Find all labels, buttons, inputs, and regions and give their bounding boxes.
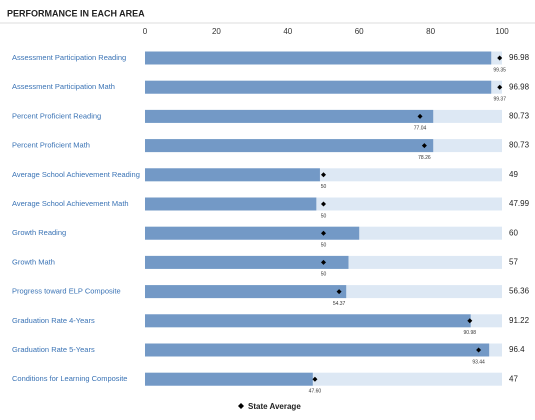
category-label: Assessment Participation Reading [12, 53, 126, 62]
bar [145, 314, 471, 328]
x-tick-label: 60 [355, 27, 364, 36]
category-label: Growth Reading [12, 228, 66, 237]
state-average-marker [321, 259, 326, 265]
category-label: Conditions for Learning Composite [12, 374, 127, 383]
legend-marker [238, 403, 244, 409]
value-label: 60 [509, 228, 518, 237]
legend-label: State Average [248, 402, 301, 411]
state-average-label: 47.60 [309, 389, 322, 395]
bar [145, 139, 434, 153]
bar [145, 372, 313, 386]
bar [145, 226, 360, 240]
category-label: Progress toward ELP Composite [12, 287, 121, 296]
state-average-marker [336, 289, 342, 295]
value-label: 80.73 [509, 112, 530, 121]
state-average-label: 99.37 [493, 97, 506, 103]
category-label: Percent Proficient Math [12, 141, 90, 150]
state-average-label: 50 [321, 184, 327, 190]
category-label: Graduation Rate 5-Years [12, 345, 95, 354]
x-tick-label: 100 [495, 27, 509, 36]
bar [145, 285, 347, 299]
state-average-label: 50 [321, 243, 327, 249]
category-label: Average School Achievement Reading [12, 170, 140, 179]
state-average-marker [417, 113, 423, 119]
state-average-label: 93.44 [472, 359, 485, 365]
bar [145, 197, 317, 211]
bar [145, 255, 349, 269]
state-average-label: 90.98 [464, 330, 477, 336]
category-label: Graduation Rate 4-Years [12, 316, 95, 325]
state-average-marker [476, 347, 482, 353]
state-average-label: 54.37 [333, 301, 346, 307]
value-label: 96.98 [509, 53, 530, 62]
state-average-label: 99.35 [493, 67, 506, 73]
state-average-marker [421, 143, 427, 149]
value-label: 96.98 [509, 82, 530, 91]
x-tick-label: 40 [283, 27, 292, 36]
category-label: Average School Achievement Math [12, 199, 129, 208]
state-average-marker [312, 376, 318, 382]
state-average-marker [467, 318, 473, 324]
value-label: 47 [509, 374, 518, 383]
bar [145, 343, 490, 357]
value-label: 96.4 [509, 345, 525, 354]
x-tick-label: 0 [143, 27, 148, 36]
value-label: 56.36 [509, 287, 530, 296]
state-average-marker [497, 84, 503, 90]
state-average-marker [497, 55, 503, 61]
category-label: Assessment Participation Math [12, 82, 115, 91]
state-average-label: 50 [321, 213, 327, 219]
value-label: 80.73 [509, 141, 530, 150]
state-average-label: 78.26 [418, 155, 431, 161]
state-average-marker [321, 230, 326, 236]
value-label: 57 [509, 258, 518, 267]
state-average-label: 50 [321, 272, 327, 278]
bar [145, 51, 492, 65]
x-tick-label: 80 [426, 27, 435, 36]
state-average-label: 77.04 [414, 126, 427, 132]
value-label: 91.22 [509, 316, 530, 325]
x-tick-label: 20 [212, 27, 221, 36]
value-label: 49 [509, 170, 518, 179]
category-label: Growth Math [12, 257, 55, 266]
chart-title: PERFORMANCE IN EACH AREA [7, 8, 145, 18]
value-label: 47.99 [509, 199, 530, 208]
bar [145, 109, 434, 123]
state-average-marker [321, 201, 326, 207]
category-label: Percent Proficient Reading [12, 111, 101, 120]
state-average-marker [321, 172, 326, 178]
bar [145, 80, 492, 94]
bar [145, 168, 320, 182]
